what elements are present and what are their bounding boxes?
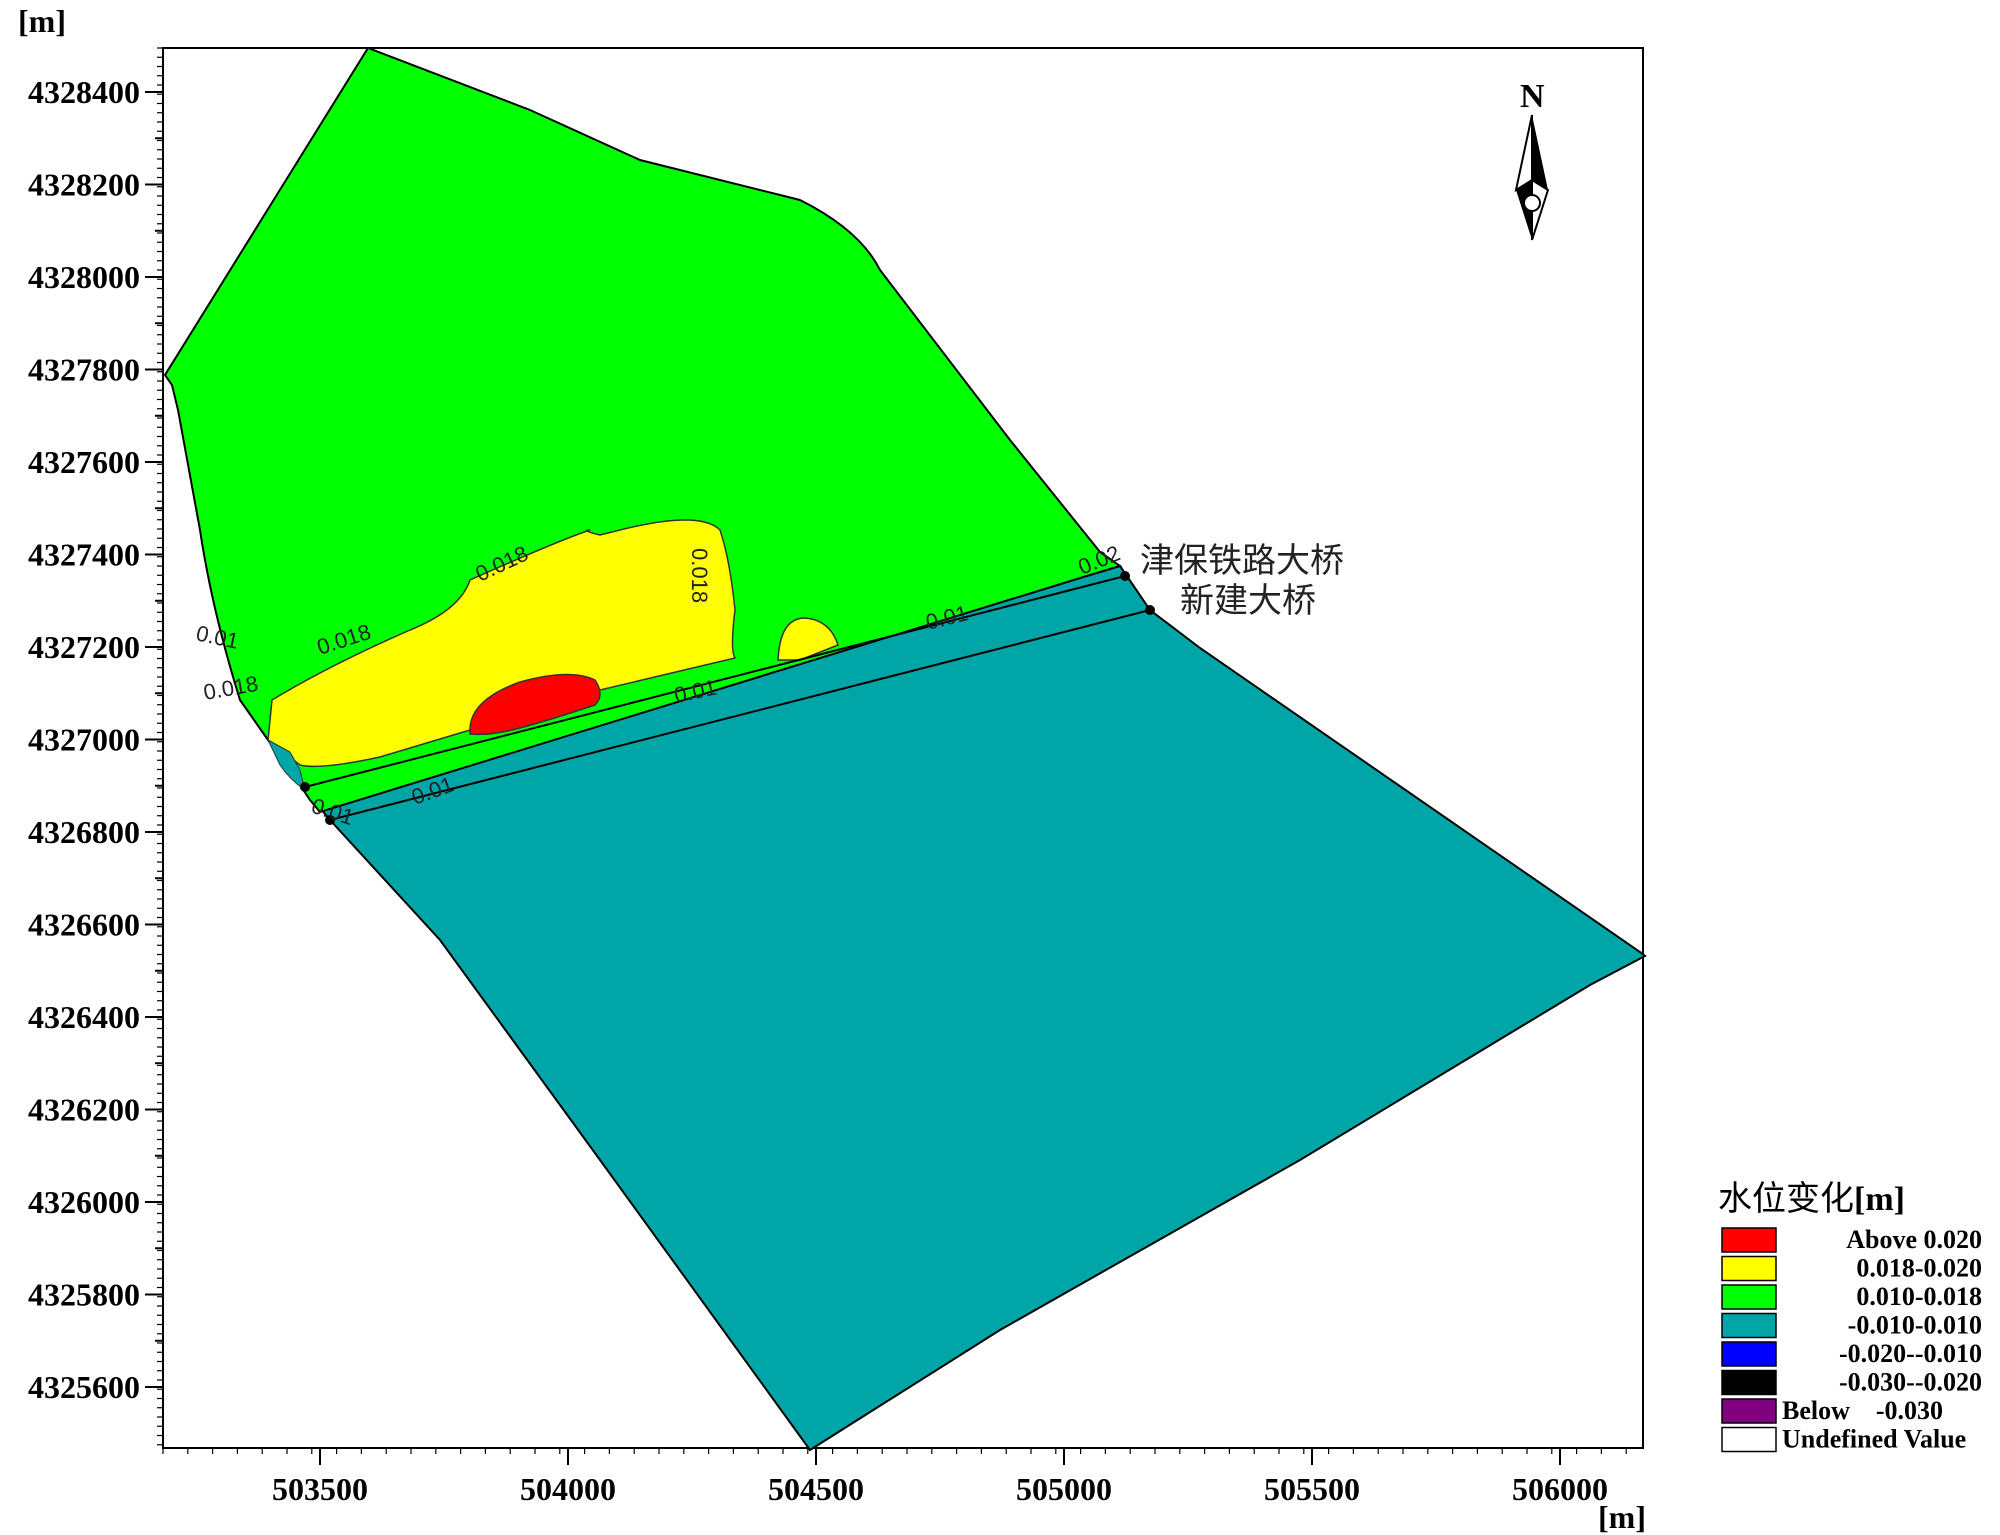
bridge-label-jinbao: 津保铁路大桥 (1140, 541, 1344, 581)
y-tick-label: 4326200 (28, 1092, 140, 1128)
x-tick-label: 504000 (520, 1471, 616, 1507)
legend-item-label: Above 0.020 (1846, 1225, 1982, 1254)
y-tick-label: 4326800 (28, 814, 140, 850)
y-tick-label: 4325600 (28, 1369, 140, 1405)
bridge-end-point (1145, 605, 1155, 615)
legend-swatch (1721, 1341, 1777, 1367)
y-tick-label: 4327400 (28, 537, 140, 573)
legend-item-label: Below -0.030 (1782, 1396, 1943, 1425)
x-tick-label: 506000 (1512, 1471, 1608, 1507)
legend-item-label: Undefined Value (1782, 1425, 1966, 1454)
x-tick-label: 504500 (768, 1471, 864, 1507)
bridge-end-point (300, 782, 310, 792)
y-tick-label: 4326000 (28, 1184, 140, 1220)
legend-swatch (1721, 1426, 1777, 1453)
bridge-line-new (329, 609, 1151, 821)
legend-swatch (1721, 1255, 1777, 1282)
x-axis-unit: [m] (1598, 1499, 1646, 1535)
legend-swatch (1721, 1398, 1777, 1424)
legend: 水位变化[m] Above 0.0200.018-0.0200.010-0.01… (1718, 1179, 1982, 1454)
legend-swatch (1721, 1284, 1777, 1310)
contour-label: 0.018 (687, 548, 712, 603)
legend-title-unit: [m] (1854, 1181, 1905, 1218)
legend-item-label: -0.010-0.010 (1848, 1311, 1982, 1340)
y-tick-label: 4327600 (28, 444, 140, 480)
y-tick-label: 4327000 (28, 722, 140, 758)
legend-swatch (1721, 1369, 1777, 1396)
north-arrow-icon: N (1514, 78, 1550, 241)
x-tick-label: 505500 (1264, 1471, 1360, 1507)
bridge-line-jinbao (304, 575, 1126, 788)
y-tick-label: 4326400 (28, 999, 140, 1035)
region-red (469, 673, 601, 736)
y-tick-label: 4328000 (28, 259, 140, 295)
x-tick-label: 503500 (272, 1471, 368, 1507)
bridge-end-point (325, 815, 335, 825)
legend-item-label: -0.030--0.020 (1839, 1368, 1982, 1397)
legend-title-text: 水位变化 (1718, 1179, 1854, 1219)
region-teal-patch (266, 738, 306, 792)
north-label: N (1520, 78, 1545, 115)
y-tick-label: 4325800 (28, 1277, 140, 1313)
y-axis: 4328400 4328200 4328000 4327800 4327600 43274… (28, 47, 163, 1446)
y-tick-label: 4328400 (28, 74, 140, 110)
legend-swatch (1721, 1312, 1777, 1339)
legend-item-label: -0.020--0.010 (1839, 1339, 1982, 1368)
legend-item-label: 0.018-0.020 (1856, 1254, 1982, 1283)
x-axis: 503500 504000 504500 505000 505500 506000 (162, 1448, 1627, 1507)
bridge-label-new: 新建大桥 (1180, 581, 1316, 621)
y-tick-label: 4326600 (28, 907, 140, 943)
y-tick-label: 4328200 (28, 167, 140, 203)
legend-swatch (1721, 1227, 1777, 1253)
legend-item-label: 0.010-0.018 (1856, 1282, 1982, 1311)
bridge-end-point (1120, 571, 1130, 581)
y-axis-unit: [m] (18, 3, 66, 39)
x-tick-label: 505000 (1016, 1471, 1112, 1507)
legend-title: 水位变化[m] (1718, 1179, 1905, 1219)
y-tick-label: 4327200 (28, 629, 140, 665)
y-tick-label: 4327800 (28, 352, 140, 388)
region-yellow-blob (777, 617, 839, 661)
